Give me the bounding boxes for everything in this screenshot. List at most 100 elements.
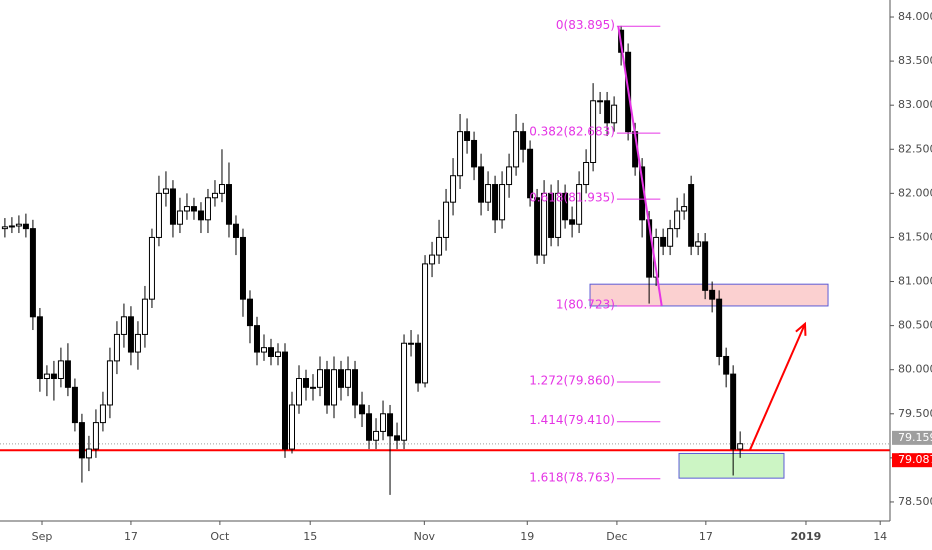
candle-body [604,100,611,124]
candle-body [471,139,478,168]
candle-body [331,369,338,406]
candle-body [57,360,64,380]
price-tag-label: 79.087 [898,453,932,466]
candle-body [716,298,723,357]
candle-body [113,333,120,362]
candle-body [85,448,92,459]
candle-body [211,192,218,199]
fib-label: 0.382(82.683) [529,125,615,139]
y-tick-label: 81.500 [898,230,932,243]
x-tick-label: 17 [124,530,138,543]
candle-body [408,342,415,345]
candle-body [274,351,281,357]
price-tag [892,430,932,445]
candle-body [232,223,239,238]
candle-body [22,223,29,230]
candle-body [288,404,295,450]
candle-body [583,161,590,186]
candle-body [513,131,520,168]
candle-body [239,236,246,300]
candle-body [457,131,464,177]
candle-body [8,225,15,228]
candle-body [246,298,253,327]
candle-body [723,355,730,375]
candle-body [183,206,190,212]
candle-body [134,333,141,353]
fib-label: 1.414(79.410) [529,413,615,427]
y-tick-label: 82.000 [898,186,932,199]
price-tag-label: 79.159 [898,431,932,444]
x-tick-label: Sep [32,530,53,543]
candle-body [204,197,211,221]
candle-body [225,184,232,225]
y-tick-label: 79.500 [898,407,932,420]
candle-body [520,131,527,150]
candle-body [253,325,260,353]
candle-body [141,298,148,335]
candle-body [176,210,183,225]
price-tag [892,453,932,468]
candle-body [267,347,274,357]
candle-body [478,166,485,203]
candle-body [380,413,387,432]
candle-body [99,404,106,424]
zone [589,283,829,307]
candle-body [443,201,450,238]
candle-body [324,369,331,406]
axis-bg [0,521,932,550]
candle-body [218,184,225,194]
y-tick-label: 80.500 [898,319,932,332]
candle-body [709,289,716,300]
candle-body [359,404,366,415]
fib-label: 0(83.895) [556,18,615,32]
fib-label: 0.618(81.935) [529,191,615,205]
candle-body [92,422,99,450]
candle-body [29,228,36,318]
candle-body [169,188,176,225]
candle-body [310,386,317,389]
candle-body [296,378,303,406]
candle-body [36,316,43,380]
candle-body [464,131,471,141]
candle-body [120,316,127,335]
candle-body [499,184,506,221]
candle-body [197,210,204,221]
candle-body [338,369,345,388]
candle-body [50,373,57,380]
fib-label: 1.618(78.763) [529,470,615,484]
x-tick-label: Nov [414,530,436,543]
x-tick-label: Oct [210,530,230,543]
candle-body [730,373,737,450]
arrow-head [795,321,807,336]
candle-body [688,184,695,247]
candle-body [590,100,597,163]
y-tick-label: 78.500 [898,495,932,508]
candle-body [415,342,422,384]
y-tick-label: 82.500 [898,142,932,155]
candle-body [366,413,373,441]
x-tick-label: Dec [606,530,627,543]
candle-body [148,236,155,300]
candle-body [15,223,22,227]
candle-body [555,192,562,238]
candle-body [527,148,534,199]
candle-body [611,104,618,124]
candle-body [695,241,702,247]
candle-body [541,192,548,256]
candle-body [576,184,583,225]
y-tick-label: 84.000 [898,10,932,23]
candle-body [702,241,709,291]
candle-body [127,316,134,353]
candle-body [660,236,667,247]
x-tick-label: 15 [303,530,317,543]
zone [678,452,785,479]
candle-body [422,263,429,384]
x-tick-label: 19 [520,530,534,543]
trend-line [617,26,663,307]
candle-body [597,100,604,103]
candle-body [534,197,541,256]
candle-body [569,219,576,225]
candle-body [548,192,555,238]
candle-body [190,206,197,212]
candle-body [64,360,71,388]
